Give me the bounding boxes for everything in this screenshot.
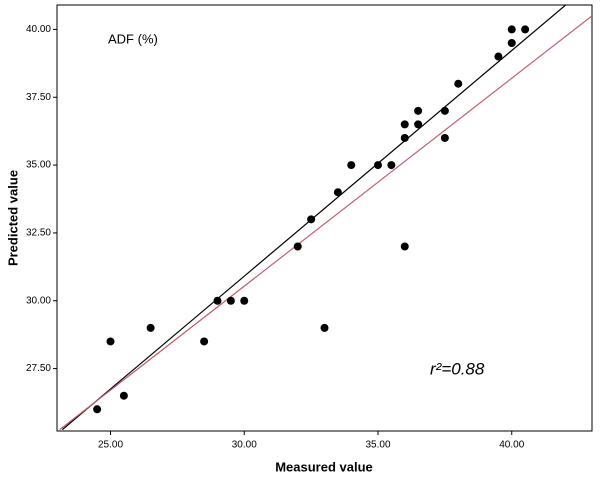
y-tick-label: 27.50 [26, 363, 51, 374]
point [93, 405, 102, 414]
point [226, 296, 235, 305]
y-tick-label: 40.00 [26, 24, 51, 35]
y-tick-label: 30.00 [26, 295, 51, 306]
point [387, 161, 396, 170]
point [240, 296, 249, 305]
point [454, 79, 463, 88]
point [414, 120, 423, 129]
x-tick-label: 35.00 [365, 440, 390, 451]
point [440, 106, 449, 115]
point [521, 25, 530, 34]
point [507, 38, 516, 47]
annotation: r²=0.88 [430, 359, 485, 378]
fit-line [59, 15, 592, 431]
point [293, 242, 302, 251]
point [440, 133, 449, 142]
point [400, 133, 409, 142]
annotation: ADF (%) [108, 31, 158, 46]
x-axis-title: Measured value [275, 459, 373, 474]
x-tick-label: 30.00 [232, 440, 257, 451]
point [494, 52, 503, 61]
point [119, 391, 128, 400]
y-tick-label: 32.50 [26, 228, 51, 239]
point [333, 188, 342, 197]
x-tick-label: 25.00 [98, 440, 123, 451]
point [347, 161, 356, 170]
point [400, 120, 409, 129]
point [200, 337, 209, 346]
y-axis-title: Predicted value [5, 170, 20, 266]
point [146, 323, 155, 332]
plot-frame [56, 4, 593, 432]
point [400, 242, 409, 251]
point [106, 337, 115, 346]
point [507, 25, 516, 34]
x-tick-label: 40.00 [499, 440, 524, 451]
point [374, 161, 382, 170]
point [414, 106, 423, 115]
point [320, 323, 329, 332]
y-tick-label: 35.00 [26, 160, 51, 171]
point [213, 296, 222, 305]
point [307, 215, 316, 224]
y-tick-label: 37.50 [26, 92, 51, 103]
